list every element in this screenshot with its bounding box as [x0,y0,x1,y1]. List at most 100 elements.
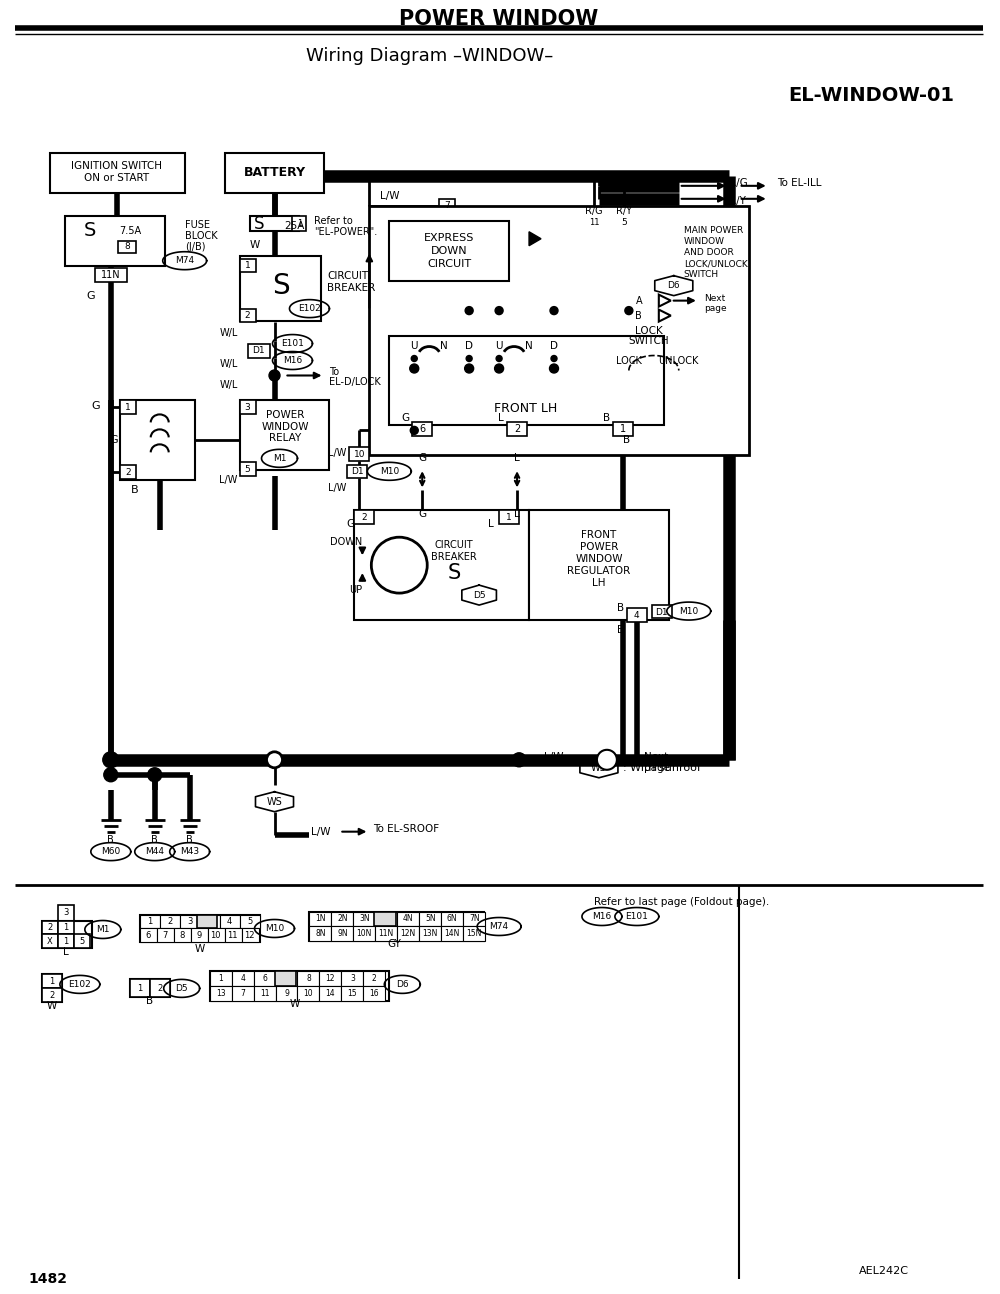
Bar [208,929,225,942]
Bar [140,915,160,929]
Text: E102: E102 [68,980,91,989]
Text: CIRCUIT: CIRCUIT [435,540,473,550]
Text: G: G [109,435,118,445]
Text: 9: 9 [196,930,201,939]
Text: M16: M16 [283,356,302,365]
Bar [529,510,669,620]
Text: G: G [346,519,354,529]
Circle shape [551,356,557,361]
Text: X: X [47,937,53,946]
Bar [210,972,389,1002]
Text: R/G: R/G [585,206,603,216]
Text: 15N: 15N [466,929,482,938]
Polygon shape [659,309,671,322]
Circle shape [495,364,504,373]
Text: GY: GY [387,939,401,950]
Bar [120,466,136,479]
Bar [42,920,92,949]
Text: 2: 2 [47,923,53,932]
Text: 1: 1 [620,424,626,435]
Text: 12N: 12N [401,929,416,938]
Text: 2: 2 [362,512,367,521]
Text: R/G: R/G [729,177,747,188]
Bar [419,927,441,942]
Text: 8: 8 [306,974,311,983]
Bar [363,986,385,1002]
Text: 11: 11 [589,219,599,228]
Text: 11: 11 [227,930,238,939]
Bar [254,986,276,1002]
Bar [297,972,319,986]
Circle shape [267,752,282,767]
Bar [120,400,136,414]
Text: S: S [254,215,265,233]
Text: G: G [401,413,409,423]
Text: 2: 2 [49,991,55,1000]
Bar [191,929,208,942]
Bar [363,972,385,986]
Bar [232,986,254,1002]
Circle shape [148,767,162,782]
Text: 4: 4 [240,974,245,983]
Text: 11N: 11N [379,929,394,938]
Bar [248,343,270,357]
Text: S: S [272,272,289,300]
Text: DOWN: DOWN [431,246,468,256]
Text: N: N [440,340,448,351]
Bar [499,510,519,524]
Bar [331,927,353,942]
Text: WINDOW: WINDOW [575,554,623,564]
Text: 16: 16 [370,989,379,998]
Bar [309,911,331,927]
Text: G: G [86,291,95,300]
Text: 6: 6 [262,974,267,983]
Text: Next: Next [644,752,668,762]
Text: AND DOOR: AND DOOR [684,248,734,258]
Text: 3N: 3N [359,914,370,923]
Circle shape [550,307,558,314]
Bar [375,911,397,927]
Text: L: L [63,947,69,958]
Text: 5: 5 [621,219,627,228]
Bar [232,972,254,986]
Bar [58,905,74,920]
Text: D: D [550,340,558,351]
Bar [419,911,441,927]
Text: B: B [107,835,114,845]
Bar [389,221,509,281]
Text: B: B [146,996,153,1007]
Circle shape [495,307,503,314]
Bar [353,927,375,942]
Bar [397,911,419,927]
Text: SWITCH: SWITCH [684,270,719,280]
Text: 10: 10 [210,930,221,939]
Text: 5: 5 [245,465,250,474]
Text: D1: D1 [351,467,364,476]
Text: 1: 1 [297,219,302,228]
Text: 10: 10 [304,989,313,998]
Text: 15: 15 [348,989,357,998]
Text: M10: M10 [265,924,284,933]
Bar [130,980,170,998]
Text: B: B [617,603,624,613]
Text: S: S [448,563,461,584]
Bar [463,927,485,942]
Text: WS: WS [267,797,282,806]
Bar [42,920,58,934]
Text: 3: 3 [245,402,250,411]
Text: L: L [498,413,504,423]
Text: FRONT LH: FRONT LH [494,402,558,415]
Text: 12: 12 [326,974,335,983]
Text: WINDOW: WINDOW [262,422,309,432]
Text: D5: D5 [175,983,188,992]
Circle shape [496,356,502,361]
Bar [354,510,374,524]
Bar [441,927,463,942]
Text: EL-D/LOCK: EL-D/LOCK [329,378,381,387]
Text: CIRCUIT: CIRCUIT [327,270,369,281]
Text: 8: 8 [179,930,184,939]
Text: 10: 10 [354,450,365,459]
Text: 1N: 1N [315,914,326,923]
Text: page: page [704,304,726,313]
Text: D1: D1 [252,345,265,355]
